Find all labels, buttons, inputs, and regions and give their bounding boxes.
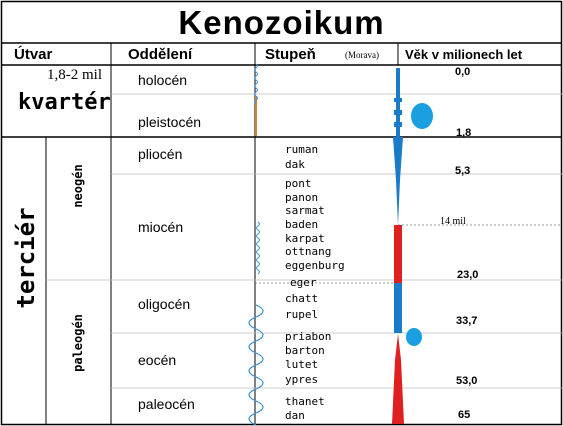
stage-eggenburg: eggenburg [285, 259, 345, 272]
quaternary-duration: 1,8-2 mil [47, 67, 102, 83]
stage-rupel: rupel [285, 308, 319, 321]
stage-thanet: thanet [285, 395, 325, 408]
paleogene-red-wedge [392, 334, 404, 424]
holocene-bar [396, 68, 400, 98]
header-utvar: Útvar [14, 46, 53, 63]
stage-ruman: ruman [285, 143, 319, 156]
header-vek: Věk v milionech let [405, 47, 523, 62]
stage-priabon: priabon [285, 330, 332, 343]
page-title: Kenozoikum [178, 4, 385, 41]
paleogene-wave [248, 304, 264, 426]
epoch-eocen: eocén [138, 352, 177, 368]
epoch-pliocen: pliocén [138, 146, 183, 162]
header-stupen: Stupeň [265, 46, 316, 63]
pleistocene-segment-4 [396, 115, 400, 122]
stage-karpat: karpat [285, 232, 325, 245]
pleistocene-segment-5 [394, 122, 402, 127]
epoch-paleocen: paleocén [138, 396, 195, 412]
age-14mil: 14 mil [440, 216, 466, 227]
age-0: 0,0 [455, 66, 471, 78]
quaternary-label: kvartér [18, 90, 111, 115]
stage-panon: panon [285, 191, 319, 204]
neogen-label: neogén [71, 164, 85, 208]
epoch-pleistocen: pleistocén [138, 114, 202, 130]
pleistocene-segment-3 [394, 110, 402, 115]
age-53: 53,0 [456, 375, 478, 387]
climate-ball-small [406, 328, 422, 346]
age-65: 65 [458, 409, 471, 421]
pleistocene-segment-6 [396, 127, 400, 137]
epoch-miocen: miocén [138, 219, 184, 235]
stage-dan: dan [285, 409, 305, 422]
miocene-wave [256, 221, 260, 275]
pleistocene-segment-1 [394, 98, 402, 102]
stage-sarmat: sarmat [285, 204, 325, 217]
stage-pont: pont [285, 177, 312, 190]
miocene-red-bar [394, 225, 402, 283]
stage-chatt: chatt [285, 292, 319, 305]
stage-baden: baden [285, 218, 319, 231]
stage-dak: dak [285, 158, 305, 171]
age-1-8: 1,8 [456, 127, 472, 139]
paleogen-label: paleogén [71, 314, 85, 372]
pliocene-wedge [393, 137, 403, 225]
stage-ottnang: ottnang [285, 245, 332, 258]
epoch-oligocen: oligocén [138, 296, 191, 312]
stage-lutet: lutet [285, 358, 319, 371]
stage-eger: eger [290, 276, 317, 289]
header-oddeleni: Oddělení [128, 46, 193, 63]
pleistocene-segment-2 [396, 102, 400, 110]
age-23: 23,0 [457, 269, 479, 281]
age-33-7: 33,7 [456, 315, 478, 327]
climate-ball-large [411, 103, 433, 129]
age-5-3: 5,3 [455, 165, 471, 177]
stage-ypres: ypres [285, 373, 319, 386]
oligocene-blue-bar [394, 283, 402, 333]
epoch-holocen: holocén [138, 72, 188, 88]
holocene-wave [254, 63, 258, 105]
tertiary-label: terciér [12, 207, 40, 309]
time-axis [392, 68, 404, 424]
stage-barton: barton [285, 344, 325, 357]
header-stupen-note: (Morava) [345, 50, 379, 60]
